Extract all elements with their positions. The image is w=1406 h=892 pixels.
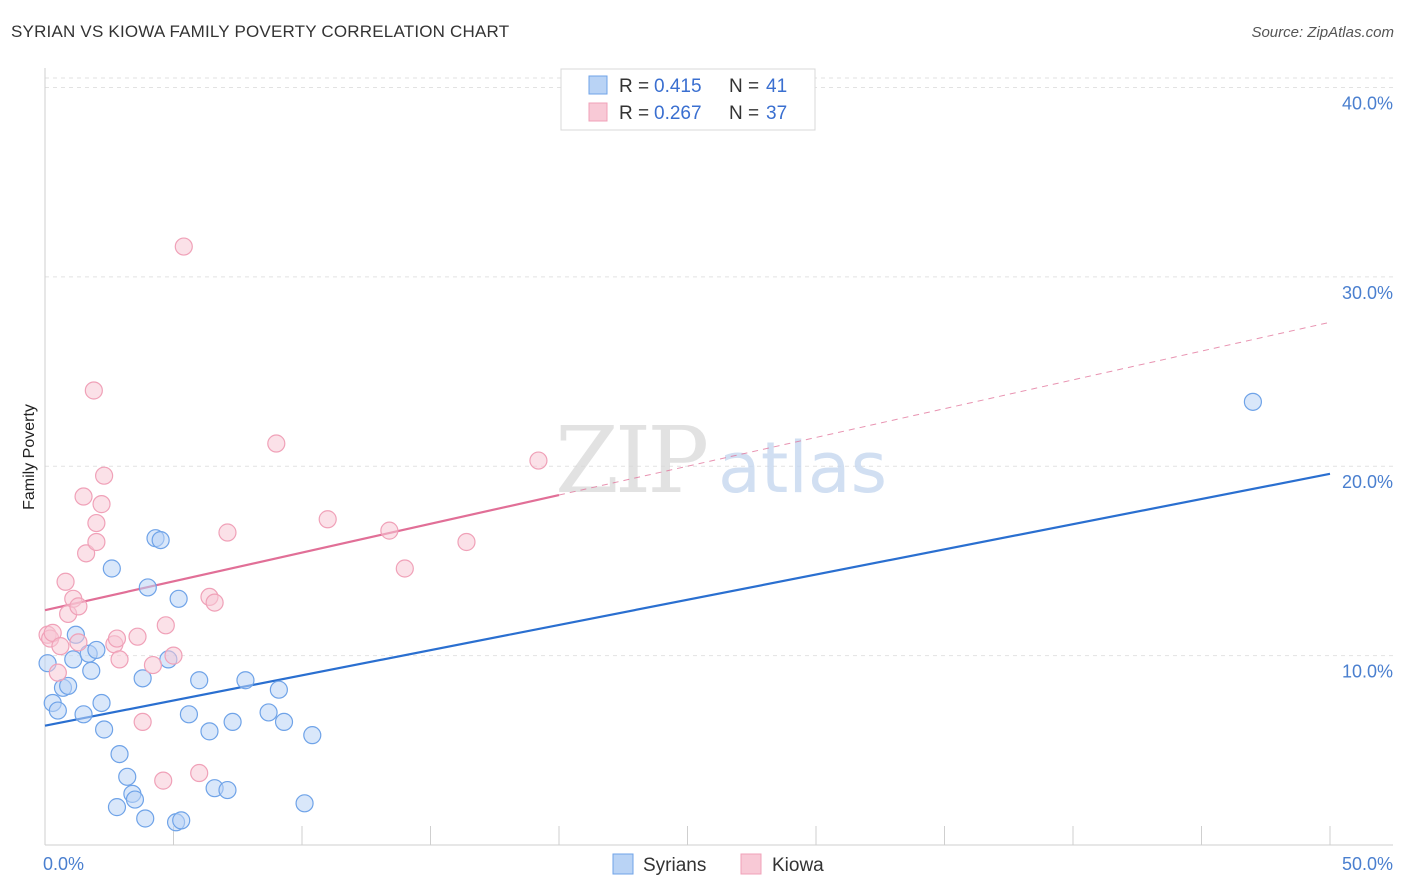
axes bbox=[44, 68, 1393, 846]
point-syrians-40 bbox=[1243, 392, 1263, 411]
point-kiowa-31 bbox=[267, 434, 286, 453]
legend-n-value-syrians: 41 bbox=[766, 76, 787, 97]
point-kiowa-8 bbox=[69, 633, 88, 652]
point-syrians-32 bbox=[218, 780, 237, 800]
point-kiowa-16 bbox=[95, 466, 114, 485]
legend-r-label-kiowa: R = bbox=[619, 103, 649, 124]
point-syrians-35 bbox=[259, 703, 278, 722]
point-kiowa-33 bbox=[380, 521, 399, 540]
point-kiowa-35 bbox=[457, 532, 476, 552]
point-kiowa-24 bbox=[156, 616, 175, 635]
point-kiowa-30 bbox=[218, 523, 237, 542]
x-tick-label-0: 0.0% bbox=[43, 854, 84, 874]
point-syrians-20 bbox=[138, 578, 157, 597]
point-kiowa-11 bbox=[77, 544, 96, 563]
point-kiowa-32 bbox=[318, 510, 337, 529]
trend-line-kiowa bbox=[44, 493, 560, 612]
point-kiowa-23 bbox=[154, 771, 173, 790]
watermark-zip: ZIP bbox=[555, 407, 706, 514]
point-syrians-36 bbox=[269, 680, 288, 699]
point-kiowa-29 bbox=[205, 593, 224, 612]
point-syrians-9 bbox=[82, 661, 101, 680]
point-syrians-39 bbox=[303, 726, 322, 745]
point-syrians-14 bbox=[110, 744, 129, 764]
bottom-legend-swatch-syrians bbox=[612, 853, 634, 875]
bottom-legend-label-syrians: Syrians bbox=[643, 855, 706, 876]
legend-r-value-syrians: 0.415 bbox=[654, 76, 702, 97]
tick-labels: 10.0% 20.0% 30.0% 40.0% 0.0% 50.0% bbox=[43, 93, 1393, 874]
point-kiowa-15 bbox=[92, 495, 111, 514]
point-syrians-33 bbox=[223, 712, 242, 732]
bottom-legend-label-kiowa: Kiowa bbox=[772, 855, 824, 876]
point-kiowa-36 bbox=[529, 451, 548, 470]
point-syrians-12 bbox=[95, 720, 114, 739]
point-kiowa-20 bbox=[128, 627, 147, 646]
point-syrians-38 bbox=[295, 794, 314, 813]
point-kiowa-19 bbox=[110, 650, 129, 669]
legend: R = 0.415 N = 41 R = 0.267 N = 37 bbox=[560, 68, 816, 131]
gridlines bbox=[45, 77, 1393, 657]
point-kiowa-25 bbox=[164, 646, 183, 665]
legend-swatch-syrians bbox=[588, 75, 608, 95]
chart-title: SYRIAN VS KIOWA FAMILY POVERTY CORRELATI… bbox=[11, 22, 510, 41]
point-syrians-15 bbox=[107, 798, 127, 817]
y-tick-label-2: 30.0% bbox=[1342, 283, 1393, 303]
y-tick-label-3: 40.0% bbox=[1342, 93, 1393, 113]
point-syrians-13 bbox=[102, 559, 121, 578]
x-tick-label-1: 50.0% bbox=[1342, 854, 1393, 874]
point-syrians-18 bbox=[125, 790, 145, 809]
point-syrians-30 bbox=[200, 722, 219, 741]
point-kiowa-22 bbox=[143, 655, 163, 675]
legend-r-value-kiowa: 0.267 bbox=[654, 103, 702, 124]
point-kiowa-14 bbox=[87, 532, 106, 552]
legend-swatch-kiowa bbox=[588, 102, 608, 122]
trend-lines bbox=[44, 321, 1331, 727]
point-syrians-37 bbox=[274, 712, 294, 732]
point-kiowa-18 bbox=[107, 629, 127, 648]
y-axis-label: Family Poverty bbox=[21, 404, 38, 510]
point-syrians-26 bbox=[172, 811, 191, 830]
point-kiowa-12 bbox=[84, 381, 103, 400]
y-tick-label-0: 10.0% bbox=[1342, 662, 1393, 682]
watermark-atlas: atlas bbox=[718, 427, 887, 509]
point-syrians-4 bbox=[59, 676, 78, 696]
data-points bbox=[38, 237, 1263, 832]
point-syrians-28 bbox=[179, 705, 199, 724]
point-kiowa-27 bbox=[190, 763, 209, 783]
point-kiowa-21 bbox=[133, 712, 152, 732]
point-kiowa-4 bbox=[51, 637, 70, 656]
point-syrians-27 bbox=[169, 589, 188, 608]
point-syrians-10 bbox=[87, 640, 106, 660]
point-syrians-21 bbox=[136, 809, 155, 828]
point-kiowa-10 bbox=[74, 487, 93, 506]
trend-line-syrians bbox=[44, 472, 1331, 727]
point-syrians-34 bbox=[236, 671, 255, 690]
point-syrians-19 bbox=[133, 669, 152, 688]
legend-n-value-kiowa: 37 bbox=[766, 103, 787, 124]
point-syrians-16 bbox=[118, 767, 137, 786]
watermark: ZIP atlas bbox=[555, 407, 887, 514]
source-label: Source: ZipAtlas.com bbox=[1251, 24, 1394, 41]
legend-r-label-syrians: R = bbox=[619, 76, 649, 97]
point-syrians-5 bbox=[64, 650, 83, 669]
point-syrians-29 bbox=[190, 671, 209, 690]
point-syrians-7 bbox=[74, 705, 93, 724]
legend-n-label-syrians: N = bbox=[729, 76, 759, 97]
point-syrians-2 bbox=[48, 701, 67, 720]
point-kiowa-26 bbox=[174, 237, 193, 256]
point-kiowa-13 bbox=[87, 513, 106, 533]
point-kiowa-3 bbox=[48, 663, 67, 682]
bottom-legend: Syrians Kiowa bbox=[612, 853, 824, 876]
point-kiowa-34 bbox=[395, 559, 414, 578]
point-syrians-23 bbox=[151, 530, 170, 550]
bottom-legend-swatch-kiowa bbox=[740, 853, 762, 875]
point-kiowa-5 bbox=[56, 572, 75, 591]
point-syrians-11 bbox=[92, 693, 111, 713]
point-kiowa-9 bbox=[69, 597, 88, 616]
legend-n-label-kiowa: N = bbox=[729, 103, 759, 124]
y-tick-label-1: 20.0% bbox=[1342, 472, 1393, 492]
